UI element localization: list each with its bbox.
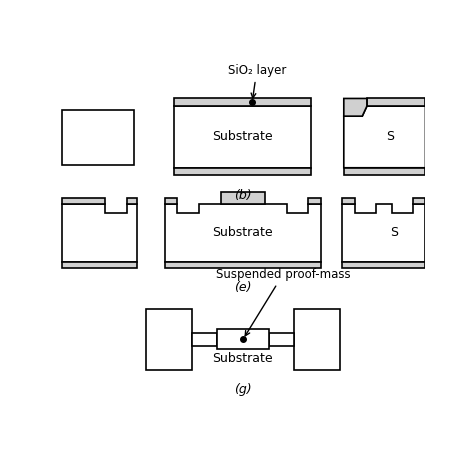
Bar	[344, 168, 425, 175]
Bar	[269, 333, 294, 346]
Text: S: S	[386, 130, 394, 144]
Polygon shape	[62, 204, 137, 262]
Bar	[62, 262, 137, 268]
Polygon shape	[342, 204, 425, 262]
Bar	[174, 168, 311, 175]
Bar	[146, 309, 192, 370]
Text: (e): (e)	[234, 281, 252, 294]
Bar	[62, 110, 134, 165]
Bar	[127, 198, 137, 204]
Bar	[192, 333, 217, 346]
Bar	[367, 99, 425, 106]
Text: (g): (g)	[234, 383, 252, 396]
Polygon shape	[344, 106, 425, 168]
Text: Substrate: Substrate	[213, 130, 273, 144]
Text: (b): (b)	[234, 189, 252, 201]
Bar	[309, 198, 321, 204]
Text: SiO₂ layer: SiO₂ layer	[228, 64, 286, 98]
Text: S: S	[391, 226, 399, 239]
Text: Substrate: Substrate	[213, 352, 273, 365]
Bar	[62, 198, 105, 204]
Bar	[294, 309, 340, 370]
Bar	[217, 329, 269, 349]
Bar	[342, 262, 425, 268]
Bar	[165, 198, 177, 204]
Bar	[220, 191, 265, 204]
Bar	[413, 198, 425, 204]
Bar	[342, 198, 355, 204]
Text: Suspended proof-mass: Suspended proof-mass	[216, 268, 350, 336]
Text: Substrate: Substrate	[213, 226, 273, 239]
Bar	[174, 106, 311, 168]
Polygon shape	[165, 204, 321, 262]
Bar	[174, 99, 311, 106]
Polygon shape	[344, 99, 367, 116]
Bar	[165, 262, 321, 268]
